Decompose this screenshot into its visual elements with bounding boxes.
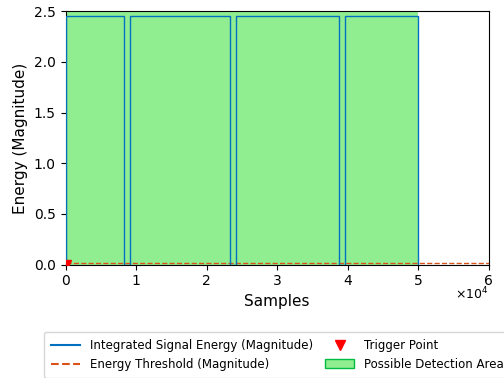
Y-axis label: Energy (Magnitude): Energy (Magnitude) bbox=[13, 62, 28, 214]
Text: $\times10^4$: $\times10^4$ bbox=[456, 286, 489, 303]
Legend: Integrated Signal Energy (Magnitude), Energy Threshold (Magnitude), Trigger Poin: Integrated Signal Energy (Magnitude), En… bbox=[44, 332, 504, 378]
X-axis label: Samples: Samples bbox=[244, 294, 310, 309]
